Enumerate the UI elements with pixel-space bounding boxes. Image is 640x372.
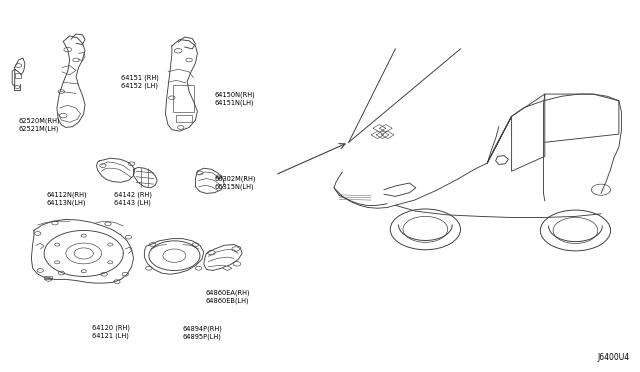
- Bar: [173, 85, 193, 112]
- Bar: [44, 276, 52, 279]
- Text: 64894P(RH)
64895P(LH): 64894P(RH) 64895P(LH): [182, 325, 223, 340]
- Text: 64142 (RH)
64143 (LH): 64142 (RH) 64143 (LH): [115, 192, 152, 206]
- Text: 64860EA(RH)
64860EB(LH): 64860EA(RH) 64860EB(LH): [205, 289, 250, 304]
- Bar: [15, 73, 21, 78]
- Text: J6400U4: J6400U4: [598, 353, 630, 362]
- Text: 64112N(RH)
64113N(LH): 64112N(RH) 64113N(LH): [47, 192, 87, 206]
- Text: 66302M(RH)
66315N(LH): 66302M(RH) 66315N(LH): [214, 175, 256, 190]
- Text: 64151 (RH)
64152 (LH): 64151 (RH) 64152 (LH): [121, 75, 159, 90]
- Text: 64150N(RH)
64151N(LH): 64150N(RH) 64151N(LH): [214, 92, 255, 106]
- Text: 64120 (RH)
64121 (LH): 64120 (RH) 64121 (LH): [92, 324, 130, 339]
- Bar: [175, 115, 191, 122]
- Text: 62520M(RH)
62521M(LH): 62520M(RH) 62521M(LH): [19, 118, 60, 132]
